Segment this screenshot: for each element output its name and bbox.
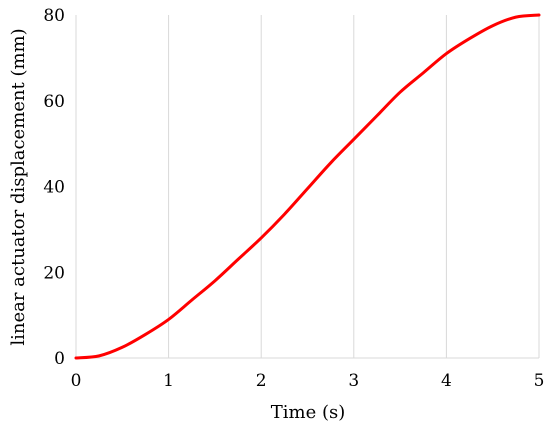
- x-tick-label: 2: [256, 371, 267, 391]
- x-tick-label: 1: [163, 371, 174, 391]
- x-tick-label: 3: [348, 371, 359, 391]
- x-tick-label: 0: [71, 371, 82, 391]
- x-tick-label: 5: [534, 371, 545, 391]
- x-axis-title: Time (s): [271, 402, 346, 423]
- y-tick-labels: 0 20 40 60 80: [43, 6, 65, 369]
- y-axis-title: linear actuator displacement (mm): [8, 28, 29, 345]
- x-tick-label: 4: [441, 371, 452, 391]
- y-tick-label: 20: [43, 263, 65, 283]
- x-tick-labels: 0 1 2 3 4 5: [71, 371, 545, 391]
- axes: [75, 15, 539, 359]
- series-group: [74, 13, 541, 360]
- series-line: [74, 13, 541, 360]
- y-tick-label: 0: [54, 349, 65, 369]
- y-tick-label: 60: [43, 92, 65, 112]
- grid: [168, 15, 540, 358]
- y-tick-label: 40: [43, 178, 65, 198]
- y-tick-label: 80: [43, 6, 65, 26]
